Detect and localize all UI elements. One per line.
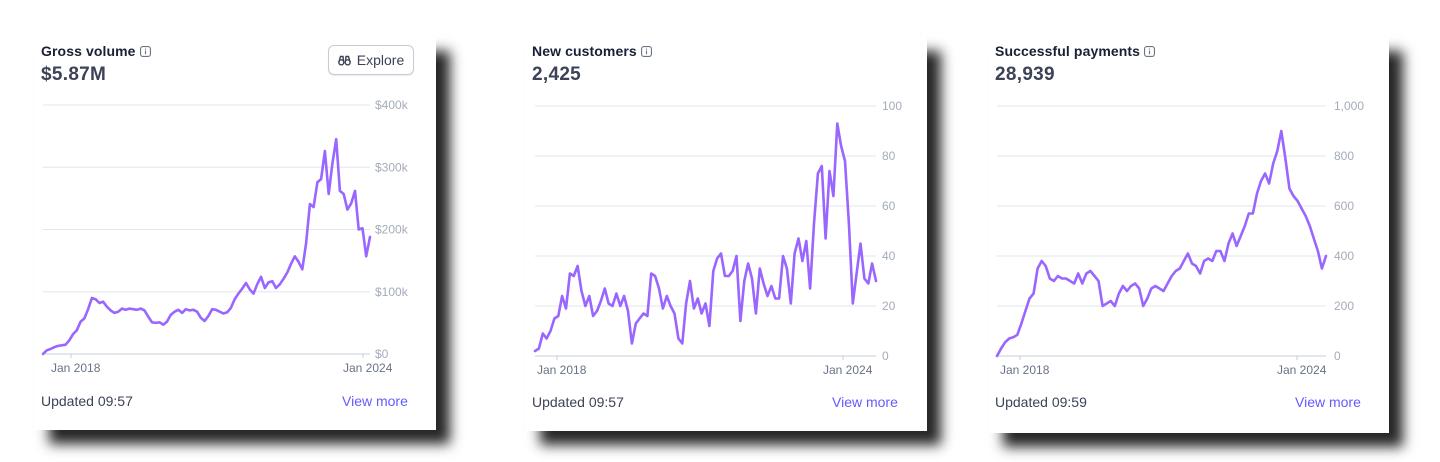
updated-timestamp: Updated 09:59 <box>995 394 1087 410</box>
successful-payments-chart: 0 200 400 600 800 1,000 Jan 2018 Jan 2024 <box>995 99 1364 377</box>
view-more-link[interactable]: View more <box>832 394 898 410</box>
x-tick-label: Jan 2018 <box>51 361 101 375</box>
binoculars-icon <box>337 55 351 66</box>
y-tick-label: 80 <box>882 149 896 163</box>
card-title: Successful payments <box>995 43 1141 59</box>
y-tick-label: $100k <box>375 285 409 299</box>
card-header: Gross volume <box>41 43 151 59</box>
y-tick-label: $400k <box>375 98 409 112</box>
y-tick-label: $0 <box>375 347 389 361</box>
successful-payments-card: Successful payments 28,939 0 200 400 600 800… <box>989 37 1389 433</box>
metric-value: 2,425 <box>532 64 582 85</box>
updated-timestamp: Updated 09:57 <box>532 394 624 410</box>
metric-value: 28,939 <box>995 64 1055 85</box>
info-icon[interactable] <box>139 45 151 57</box>
x-tick-label: Jan 2024 <box>343 361 393 375</box>
info-icon[interactable] <box>640 45 652 57</box>
x-tick-label: Jan 2024 <box>1277 363 1327 377</box>
y-tick-label: $200k <box>375 223 409 237</box>
x-tick-label: Jan 2018 <box>1000 363 1050 377</box>
y-tick-label: 400 <box>1334 249 1354 263</box>
series-line[interactable] <box>995 129 1328 358</box>
series-line[interactable] <box>533 122 878 353</box>
card-title: Gross volume <box>41 43 136 59</box>
metric-value: $5.87M <box>41 64 107 85</box>
view-more-link[interactable]: View more <box>1295 394 1361 410</box>
info-icon[interactable] <box>1144 45 1156 57</box>
card-header: New customers <box>532 43 652 59</box>
y-tick-label: $300k <box>375 160 409 174</box>
updated-timestamp: Updated 09:57 <box>41 393 133 409</box>
gross-volume-chart: $0 $100k $200k $300k $400k Jan 2018 Jan 2024 <box>41 98 409 375</box>
y-tick-label: 60 <box>882 199 896 213</box>
y-tick-label: 0 <box>882 349 889 363</box>
new-customers-chart: 0 20 40 60 80 100 Jan 2018 Jan 2024 <box>533 99 902 377</box>
y-tick-label: 0 <box>1334 349 1341 363</box>
explore-button-label: Explore <box>356 52 405 68</box>
y-tick-label: 40 <box>882 249 896 263</box>
view-more-link[interactable]: View more <box>342 393 408 409</box>
series-line[interactable] <box>41 137 372 356</box>
x-tick-label: Jan 2024 <box>823 363 873 377</box>
y-tick-label: 1,000 <box>1334 99 1364 113</box>
y-tick-label: 20 <box>882 299 896 313</box>
new-customers-card: New customers 2,425 0 20 40 60 80 100 Jan 2018… <box>526 37 927 431</box>
y-tick-label: 100 <box>882 99 902 113</box>
gross-volume-card: Gross volume $5.87M Explore $0 $100k $200k… <box>35 37 436 430</box>
x-tick-label: Jan 2018 <box>537 363 587 377</box>
card-title: New customers <box>532 43 637 59</box>
card-header: Successful payments <box>995 43 1156 59</box>
y-tick-label: 600 <box>1334 199 1354 213</box>
y-tick-label: 800 <box>1334 149 1354 163</box>
explore-button[interactable]: Explore <box>328 45 414 75</box>
y-tick-label: 200 <box>1334 299 1354 313</box>
